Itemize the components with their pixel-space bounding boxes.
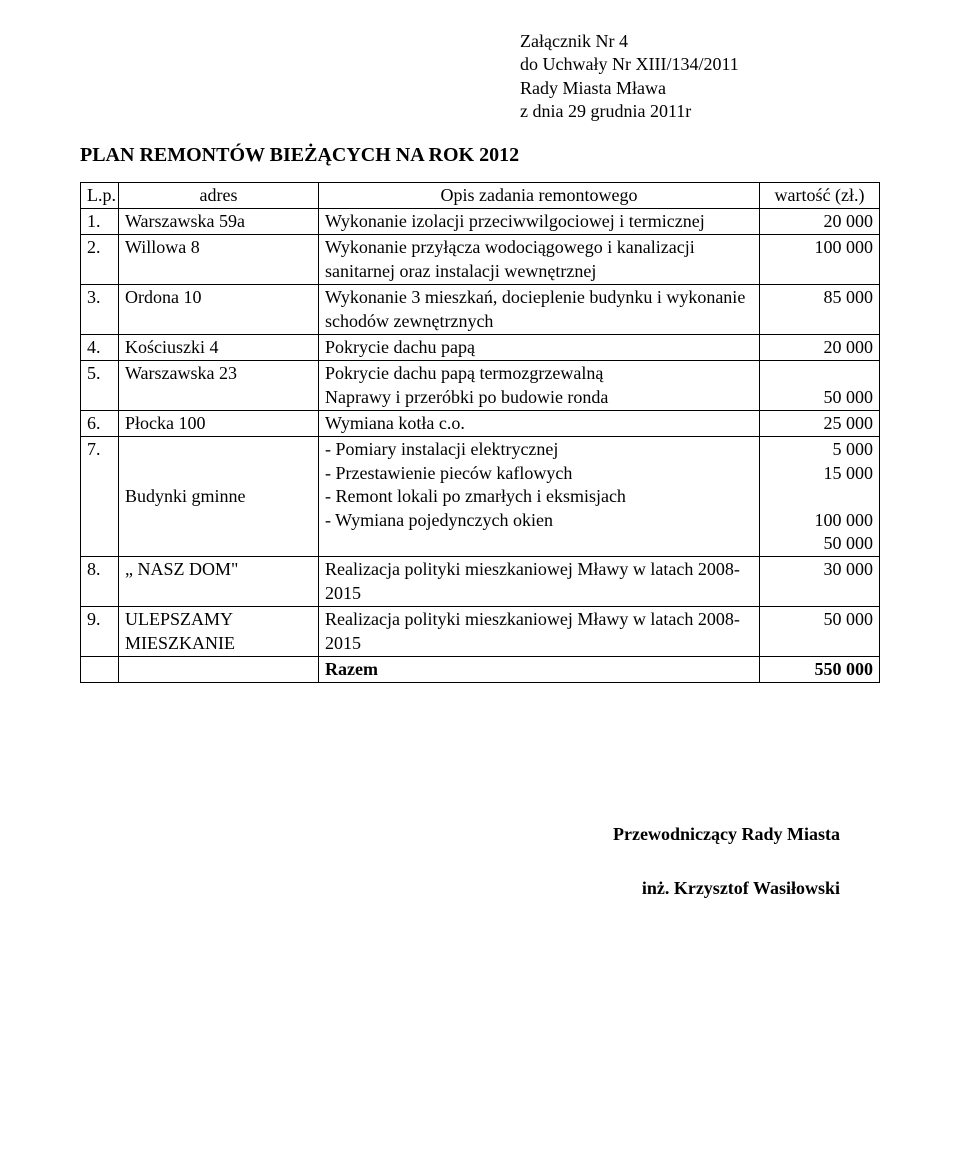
table-row: 3. Ordona 10 Wykonanie 3 mieszkań, docie… — [81, 285, 880, 335]
table-row: 5. Warszawska 23 Pokrycie dachu papą ter… — [81, 361, 880, 411]
cell-val: 100 000 — [760, 235, 880, 285]
val-line: 15 000 — [824, 463, 874, 483]
cell-val: 85 000 — [760, 285, 880, 335]
table-row: 6. Płocka 100 Wymiana kotła c.o. 25 000 — [81, 411, 880, 437]
header-desc: Opis zadania remontowego — [319, 182, 760, 208]
cell-empty — [81, 656, 119, 682]
cell-addr: Warszawska 23 — [119, 361, 319, 411]
renovation-table: L.p. adres Opis zadania remontowego wart… — [80, 182, 880, 684]
cell-val: 20 000 — [760, 334, 880, 360]
cell-lp: 6. — [81, 411, 119, 437]
val-line: 50 000 — [824, 533, 874, 553]
attachment-line4: z dnia 29 grudnia 2011r — [520, 100, 880, 123]
attachment-block: Załącznik Nr 4 do Uchwały Nr XIII/134/20… — [520, 30, 880, 124]
cell-lp: 9. — [81, 607, 119, 657]
desc-line: Naprawy i przeróbki po budowie ronda — [325, 387, 608, 407]
header-lp: L.p. — [81, 182, 119, 208]
addr-text: Budynki gminne — [125, 486, 246, 506]
cell-lp: 7. — [81, 437, 119, 557]
cell-lp: 8. — [81, 557, 119, 607]
val-line: 100 000 — [815, 510, 874, 530]
table-row: 8. „ NASZ DOM" Realizacja polityki miesz… — [81, 557, 880, 607]
table-total-row: Razem 550 000 — [81, 656, 880, 682]
desc-line: - Remont lokali po zmarłych i eksmisjach — [325, 486, 626, 506]
table-row: 4. Kościuszki 4 Pokrycie dachu papą 20 0… — [81, 334, 880, 360]
total-value: 550 000 — [760, 656, 880, 682]
cell-empty — [119, 656, 319, 682]
signature-title: Przewodniczący Rady Miasta — [80, 823, 840, 846]
attachment-line1: Załącznik Nr 4 — [520, 30, 880, 53]
header-val: wartość (zł.) — [760, 182, 880, 208]
val-line: 5 000 — [833, 439, 874, 459]
table-row: 2. Willowa 8 Wykonanie przyłącza wodocią… — [81, 235, 880, 285]
cell-lp: 1. — [81, 208, 119, 234]
cell-addr: ULEPSZAMY MIESZKANIE — [119, 607, 319, 657]
table-header-row: L.p. adres Opis zadania remontowego wart… — [81, 182, 880, 208]
signature-name: inż. Krzysztof Wasiłowski — [80, 877, 840, 900]
signature-block: Przewodniczący Rady Miasta inż. Krzyszto… — [80, 823, 880, 900]
cell-val: 50 000 — [760, 361, 880, 411]
cell-val: 30 000 — [760, 557, 880, 607]
cell-desc: Realizacja polityki mieszkaniowej Mławy … — [319, 557, 760, 607]
cell-addr: Kościuszki 4 — [119, 334, 319, 360]
cell-lp: 2. — [81, 235, 119, 285]
cell-desc: - Pomiary instalacji elektrycznej - Prze… — [319, 437, 760, 557]
page-title: PLAN REMONTÓW BIEŻĄCYCH NA ROK 2012 — [80, 142, 880, 168]
desc-line: Pokrycie dachu papą termozgrzewalną — [325, 363, 603, 383]
table-row: 9. ULEPSZAMY MIESZKANIE Realizacja polit… — [81, 607, 880, 657]
cell-lp: 3. — [81, 285, 119, 335]
attachment-line3: Rady Miasta Mława — [520, 77, 880, 100]
attachment-line2: do Uchwały Nr XIII/134/2011 — [520, 53, 880, 76]
cell-addr: Płocka 100 — [119, 411, 319, 437]
cell-val: 25 000 — [760, 411, 880, 437]
cell-addr: „ NASZ DOM" — [119, 557, 319, 607]
cell-desc: Pokrycie dachu papą termozgrzewalną Napr… — [319, 361, 760, 411]
cell-desc: Wykonanie 3 mieszkań, docieplenie budynk… — [319, 285, 760, 335]
cell-desc: Wykonanie przyłącza wodociągowego i kana… — [319, 235, 760, 285]
cell-desc: Wymiana kotła c.o. — [319, 411, 760, 437]
cell-val: 50 000 — [760, 607, 880, 657]
cell-desc: Pokrycie dachu papą — [319, 334, 760, 360]
cell-addr: Ordona 10 — [119, 285, 319, 335]
cell-lp: 4. — [81, 334, 119, 360]
table-row: 7. Budynki gminne - Pomiary instalacji e… — [81, 437, 880, 557]
cell-desc: Realizacja polityki mieszkaniowej Mławy … — [319, 607, 760, 657]
header-addr: adres — [119, 182, 319, 208]
desc-line: - Pomiary instalacji elektrycznej — [325, 439, 558, 459]
cell-desc: Wykonanie izolacji przeciwwilgociowej i … — [319, 208, 760, 234]
cell-addr: Willowa 8 — [119, 235, 319, 285]
desc-line: - Przestawienie pieców kaflowych — [325, 463, 572, 483]
cell-lp: 5. — [81, 361, 119, 411]
total-label: Razem — [319, 656, 760, 682]
val-line: 50 000 — [824, 387, 874, 407]
cell-addr: Budynki gminne — [119, 437, 319, 557]
cell-addr: Warszawska 59a — [119, 208, 319, 234]
table-row: 1. Warszawska 59a Wykonanie izolacji prz… — [81, 208, 880, 234]
desc-line: - Wymiana pojedynczych okien — [325, 510, 553, 530]
cell-val: 20 000 — [760, 208, 880, 234]
cell-val: 5 000 15 000 100 000 50 000 — [760, 437, 880, 557]
